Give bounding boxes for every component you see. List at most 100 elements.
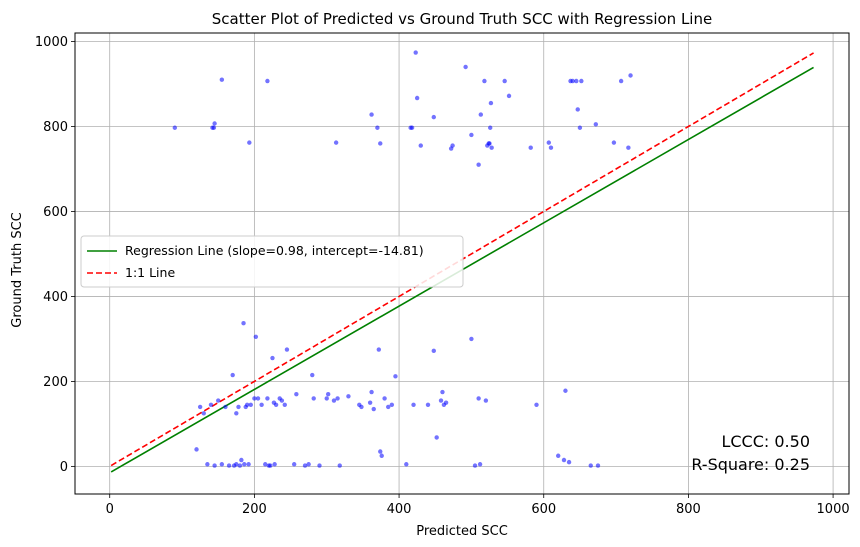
data-point (273, 402, 279, 407)
data-point (477, 462, 483, 467)
legend: Regression Line (slope=0.98, intercept=-… (80, 235, 464, 288)
legend-regression-label: Regression Line (slope=0.98, intercept=-… (125, 243, 424, 258)
data-point (265, 78, 270, 84)
y-tick-label: 0 (60, 460, 68, 475)
data-point (476, 396, 481, 401)
data-point (216, 398, 221, 403)
x-tick-label: 600 (531, 502, 556, 517)
data-point (434, 435, 439, 440)
data-point (369, 389, 374, 395)
data-point (270, 355, 275, 361)
data-point (483, 398, 489, 403)
legend-box (80, 235, 464, 288)
data-point (469, 132, 474, 138)
data-point (335, 396, 340, 401)
data-point (534, 402, 539, 407)
data-point (425, 402, 431, 407)
data-point (311, 396, 316, 401)
data-point (310, 372, 315, 378)
data-point (237, 463, 243, 468)
data-point (440, 389, 445, 395)
data-point (618, 78, 624, 84)
data-point (556, 453, 561, 458)
data-point (575, 107, 580, 112)
points (172, 50, 633, 468)
data-point (595, 463, 601, 468)
x-tick-label: 800 (676, 502, 701, 517)
data-point (226, 463, 232, 468)
x-tick-label: 1000 (817, 502, 850, 517)
data-point (488, 125, 493, 130)
y-tick-label: 400 (43, 290, 68, 305)
data-point (234, 411, 239, 416)
lccc-annotation: LCCC: 0.50 (721, 432, 810, 451)
ticks: 0 200 400 600 800 1000 0 200 400 600 800 1000 (35, 35, 850, 517)
data-point (241, 320, 246, 326)
data-point (211, 125, 217, 130)
data-point (382, 396, 387, 401)
data-point (212, 121, 217, 126)
data-point (279, 398, 285, 403)
data-point (236, 404, 241, 410)
data-point (255, 396, 261, 401)
data-point (325, 391, 331, 397)
data-point (246, 462, 251, 467)
data-point (389, 402, 395, 407)
data-point (563, 388, 568, 393)
data-point (201, 411, 206, 416)
data-point (268, 463, 273, 468)
data-point (212, 463, 217, 468)
data-point (472, 463, 478, 468)
data-point (234, 462, 239, 467)
data-point (502, 78, 507, 84)
data-point (253, 334, 259, 339)
data-point (469, 336, 474, 342)
data-point (463, 64, 468, 70)
data-point (263, 462, 268, 467)
data-point (593, 122, 599, 127)
data-point (371, 406, 376, 412)
data-point (367, 400, 373, 405)
data-point (247, 140, 252, 145)
data-point (570, 78, 575, 84)
data-point (411, 402, 416, 407)
data-point (252, 396, 257, 401)
data-point (577, 125, 583, 130)
data-point (414, 95, 420, 101)
plot-frame (74, 32, 850, 495)
legend-identity-label: 1:1 Line (125, 265, 175, 280)
data-point (431, 114, 436, 120)
data-point (242, 462, 247, 467)
data-point (561, 457, 567, 463)
data-point (438, 398, 444, 403)
data-point (443, 400, 449, 405)
data-point (579, 78, 584, 84)
data-point (333, 140, 339, 145)
data-point (172, 125, 178, 130)
y-axis-label: Ground Truth SCC (10, 212, 25, 327)
data-point (404, 462, 409, 467)
data-point (628, 73, 633, 78)
data-point (478, 112, 484, 117)
data-point (386, 404, 391, 410)
data-point (317, 463, 322, 468)
data-point (379, 453, 384, 458)
data-point (219, 462, 225, 467)
data-point (230, 372, 235, 378)
x-tick-label: 200 (242, 502, 267, 517)
data-point (611, 140, 617, 145)
data-point (291, 462, 297, 467)
data-point (197, 404, 203, 410)
data-point (248, 402, 253, 407)
data-point (282, 402, 287, 407)
data-point (205, 462, 210, 467)
data-point (482, 78, 487, 84)
data-point (476, 162, 481, 167)
data-point (626, 145, 631, 150)
data-point (546, 140, 552, 145)
data-point (548, 145, 554, 150)
data-point (294, 391, 299, 397)
data-point (588, 463, 593, 468)
data-point (208, 402, 214, 407)
